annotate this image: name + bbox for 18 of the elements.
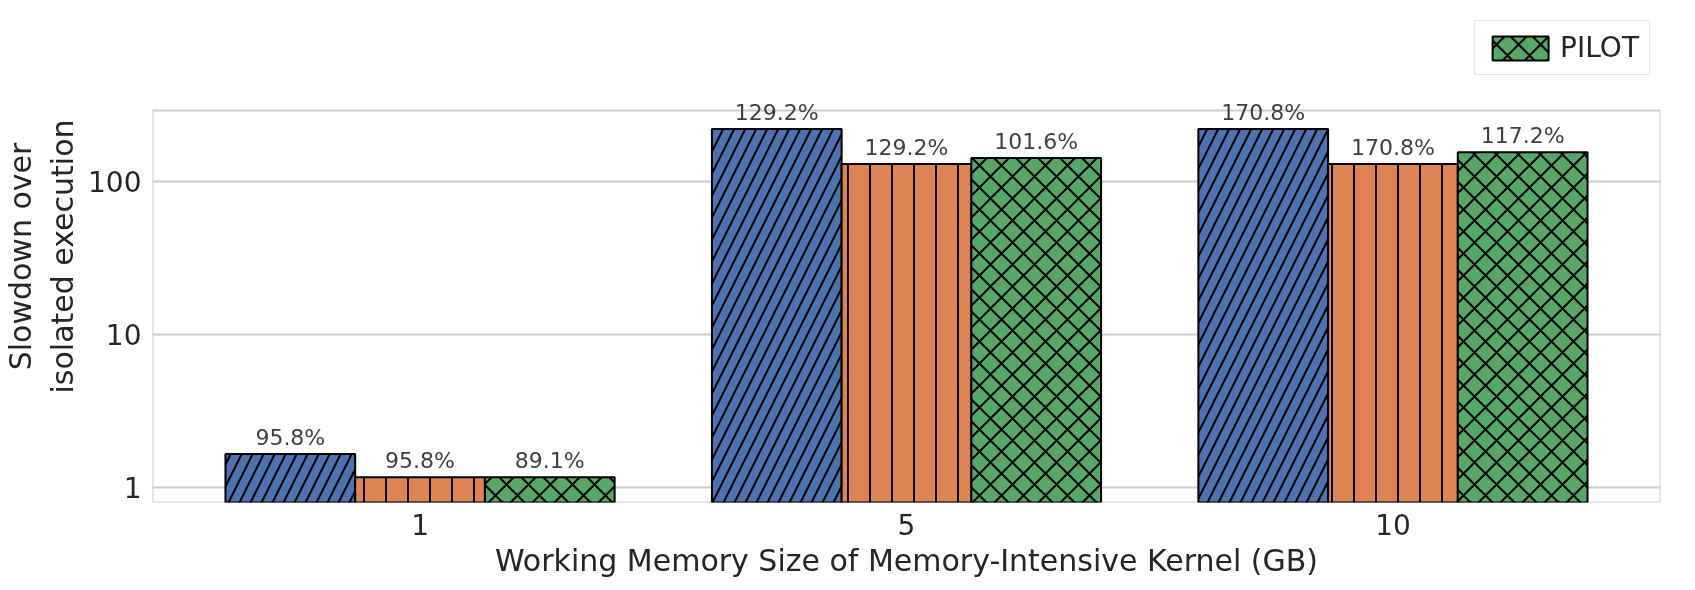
annotation: 170.8% bbox=[1221, 99, 1306, 125]
annotation: 170.8% bbox=[1351, 134, 1435, 160]
annotation: 95.8% bbox=[255, 424, 326, 450]
annotation: 129.2% bbox=[864, 134, 949, 160]
annotation: 129.2% bbox=[734, 99, 819, 125]
annotation: 101.6% bbox=[994, 129, 1079, 155]
y-tick-label: 1 bbox=[123, 472, 142, 506]
x-tick-label: 10 bbox=[1375, 508, 1411, 542]
annotation: 89.1% bbox=[514, 448, 585, 474]
x-tick-label: 5 bbox=[897, 508, 916, 542]
annotation: 117.2% bbox=[1480, 123, 1565, 149]
y-axis-title: Slowdown over isolated execution bbox=[3, 119, 81, 394]
x-tick-label: 1 bbox=[411, 508, 429, 542]
y-tick-label: 10 bbox=[105, 319, 142, 353]
annotation: 95.8% bbox=[385, 448, 455, 474]
y-tick-label: 100 bbox=[88, 165, 142, 199]
legend-label: PILOT bbox=[1560, 31, 1639, 64]
x-axis-title: Working Memory Size of Memory-Intensive Kernel (GB) bbox=[494, 542, 1319, 578]
